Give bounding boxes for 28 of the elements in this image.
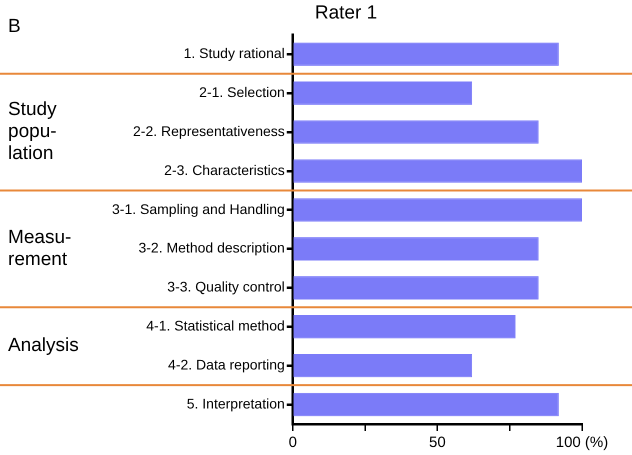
text: Analysis	[8, 335, 79, 358]
bar	[294, 198, 582, 222]
bar	[294, 392, 559, 416]
bar	[294, 315, 516, 338]
x-tick-label: 100 (%)	[556, 434, 608, 452]
text: B	[8, 16, 21, 38]
y-tick-label: 2-1. Selection	[199, 84, 285, 100]
bar	[294, 42, 559, 66]
y-tick-label: 4-2. Data reporting	[168, 356, 285, 372]
bar	[294, 82, 472, 105]
y-tick-label: 3-3. Quality control	[167, 278, 285, 295]
text: Study popu- lation	[8, 99, 57, 166]
y-tick-label: 2-2. Representativeness	[133, 122, 285, 139]
bar	[294, 354, 472, 378]
bar	[294, 276, 539, 300]
bar	[294, 120, 539, 144]
y-tick-label: 2-3. Characteristics	[164, 162, 285, 178]
x-tick-label: 50	[429, 434, 446, 452]
y-tick-label: 1. Study rational	[184, 45, 285, 62]
x-tick-label: 0	[288, 434, 297, 452]
y-tick-label: 5. Interpretation	[186, 395, 285, 412]
y-tick-label: 4-1. Statistical method	[146, 318, 285, 334]
y-tick-label: 3-2. Method description	[138, 240, 285, 256]
bar	[294, 237, 539, 261]
bar	[294, 159, 582, 183]
chart-title: Rater 1	[314, 2, 378, 24]
text: Measu- rement	[8, 226, 72, 271]
y-tick-label: 3-1. Sampling and Handling	[112, 200, 285, 217]
